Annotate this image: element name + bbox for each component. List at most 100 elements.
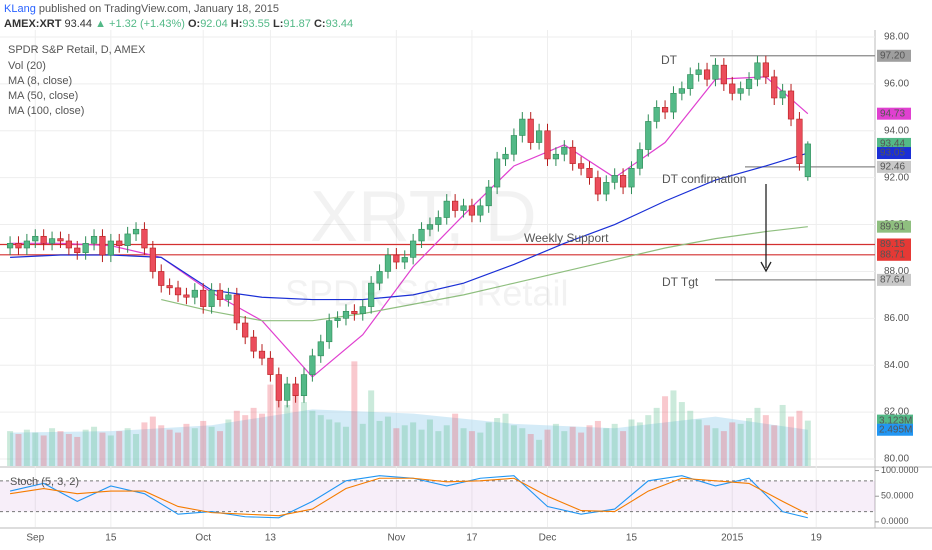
candle-body bbox=[611, 175, 618, 183]
volume-bar bbox=[788, 416, 795, 466]
symbol: AMEX:XRT bbox=[4, 18, 62, 30]
candle-body bbox=[720, 64, 727, 85]
candle-body bbox=[661, 107, 669, 113]
legend-entry: MA (8, close) bbox=[8, 75, 72, 87]
candle-body bbox=[712, 64, 719, 80]
ohlc-value: 92.04 bbox=[200, 18, 228, 30]
candle-body bbox=[233, 294, 240, 324]
volume-bar bbox=[183, 423, 190, 466]
volume-bar bbox=[796, 410, 803, 466]
volume-bar bbox=[746, 418, 753, 466]
volume-bar bbox=[368, 390, 375, 466]
candle-body bbox=[401, 257, 408, 263]
watermark: XRT, D bbox=[310, 177, 537, 257]
candle-body bbox=[376, 271, 383, 284]
legend-entry: MA (50, close) bbox=[8, 90, 78, 102]
legend-entry: Vol (20) bbox=[8, 60, 46, 72]
candle-body bbox=[132, 228, 140, 235]
volume-bar bbox=[384, 416, 391, 466]
candle-body bbox=[275, 374, 282, 401]
ohlc-value: 91.87 bbox=[283, 18, 311, 30]
volume-bar bbox=[217, 431, 224, 466]
volume-bar bbox=[771, 425, 778, 466]
volume-bar bbox=[401, 425, 408, 466]
volume-bar bbox=[443, 425, 450, 466]
stoch-tick-label: 0.0000 bbox=[881, 516, 909, 526]
candle-body bbox=[158, 271, 165, 286]
candle-body bbox=[57, 238, 64, 242]
candle-body bbox=[384, 254, 392, 272]
volume-bar bbox=[200, 420, 207, 466]
candle-body bbox=[208, 289, 215, 307]
volume-bar bbox=[687, 410, 694, 466]
volume-bar bbox=[233, 410, 240, 466]
ohlc-label: C: bbox=[314, 18, 326, 30]
volume-bar bbox=[578, 432, 585, 466]
volume-bar bbox=[720, 431, 727, 466]
plot-layer: 80.0082.0084.0086.0088.0090.0092.0094.00… bbox=[0, 30, 932, 544]
candle-body bbox=[334, 318, 341, 321]
candle-body bbox=[703, 69, 711, 80]
volume-bar bbox=[569, 426, 576, 466]
price-label: 88.71 bbox=[880, 249, 905, 260]
candle-body bbox=[48, 238, 56, 244]
candle-body bbox=[326, 320, 333, 343]
volume-bar bbox=[107, 435, 114, 466]
candle-body bbox=[242, 322, 249, 338]
candle-body bbox=[300, 374, 308, 396]
volume-bar bbox=[317, 415, 324, 466]
volume-bar bbox=[40, 435, 47, 466]
candle-body bbox=[678, 88, 685, 94]
volume-bar bbox=[544, 429, 551, 466]
candle-body bbox=[502, 153, 509, 160]
candle-body bbox=[443, 200, 450, 218]
price-label: 92.46 bbox=[880, 162, 905, 173]
volume-bar bbox=[804, 420, 811, 466]
volume-bar bbox=[91, 426, 98, 466]
volume-bar bbox=[57, 431, 64, 466]
candle-body bbox=[519, 118, 526, 136]
volume-bar bbox=[267, 384, 274, 466]
volume-bar bbox=[704, 425, 711, 466]
candle-body bbox=[603, 182, 610, 195]
volume-bar bbox=[124, 428, 131, 466]
volume-bar bbox=[23, 429, 30, 466]
x-tick-label: Dec bbox=[539, 533, 557, 544]
volume-bar bbox=[737, 423, 744, 466]
volume-bar bbox=[418, 429, 425, 466]
watermark: SPDR S&P Retail bbox=[285, 273, 568, 314]
volume-bar bbox=[74, 436, 81, 466]
volume-bar bbox=[166, 429, 173, 466]
volume-bar bbox=[678, 402, 685, 466]
volume-bar bbox=[519, 428, 526, 466]
price-label: 89.91 bbox=[880, 221, 905, 232]
candle-body bbox=[6, 243, 14, 249]
volume-bar bbox=[468, 431, 475, 466]
candle-body bbox=[309, 355, 316, 375]
candle-body bbox=[368, 282, 375, 307]
volume-bar bbox=[32, 432, 39, 466]
y-tick-label: 88.00 bbox=[884, 266, 909, 277]
annotation: DT bbox=[661, 53, 678, 67]
candle-body bbox=[200, 289, 207, 307]
volume-bar bbox=[662, 396, 669, 466]
x-tick-label: 13 bbox=[265, 533, 277, 544]
candle-body bbox=[107, 240, 114, 256]
y-tick-label: 96.00 bbox=[884, 79, 909, 90]
volume-label-box bbox=[877, 414, 913, 427]
ma-line bbox=[10, 152, 808, 301]
price-label-box bbox=[877, 248, 911, 261]
volume-ma-area bbox=[10, 409, 808, 466]
volume-bar bbox=[527, 434, 534, 466]
volume-label: 2.495M bbox=[879, 424, 912, 435]
candle-body bbox=[99, 235, 106, 256]
candle-body bbox=[787, 90, 795, 120]
candle-body bbox=[544, 130, 551, 160]
candle-body bbox=[284, 383, 291, 401]
arrow-head bbox=[760, 261, 772, 273]
volume-bar bbox=[376, 420, 383, 466]
candle-body bbox=[561, 146, 568, 155]
candle-body bbox=[149, 247, 156, 272]
price-label: 94.73 bbox=[880, 108, 905, 119]
